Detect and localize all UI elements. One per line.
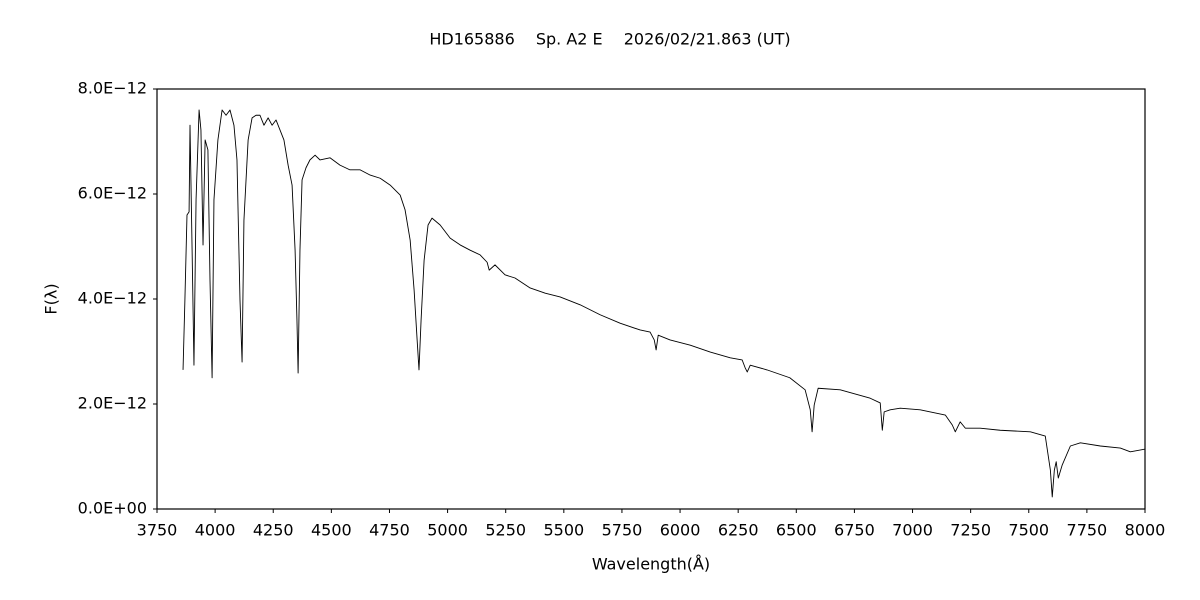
spectrum-line [182,109,1145,498]
x-tick-label: 7250 [950,521,991,540]
x-tick-label: 4500 [311,521,352,540]
x-tick-label: 8000 [1125,521,1166,540]
y-tick-label: 6.0E−12 [78,184,147,203]
y-tick-label: 0.0E+00 [78,499,147,518]
x-axis-label: Wavelength(Å) [592,555,710,574]
x-tick-label: 6750 [834,521,875,540]
y-tick-label: 4.0E−12 [78,289,147,308]
x-tick-label: 7000 [892,521,933,540]
x-tick-label: 7750 [1067,521,1108,540]
x-tick-label: 4000 [195,521,236,540]
x-tick-label: 5500 [543,521,584,540]
y-axis-label: F(λ) [42,283,61,314]
x-tick-label: 5250 [485,521,526,540]
y-tick-label: 8.0E−12 [78,79,147,98]
x-tick-label: 6250 [718,521,759,540]
x-tick-label: 4250 [253,521,294,540]
x-tick-label: 3750 [137,521,178,540]
x-tick-label: 6000 [660,521,701,540]
x-tick-label: 6500 [776,521,817,540]
x-tick-label: 5000 [427,521,468,540]
x-tick-label: 7500 [1008,521,1049,540]
x-tick-label: 4750 [369,521,410,540]
y-tick-label: 2.0E−12 [78,394,147,413]
chart-title: HD165886 Sp. A2 E 2026/02/21.863 (UT) [429,30,790,49]
x-tick-label: 5750 [602,521,643,540]
